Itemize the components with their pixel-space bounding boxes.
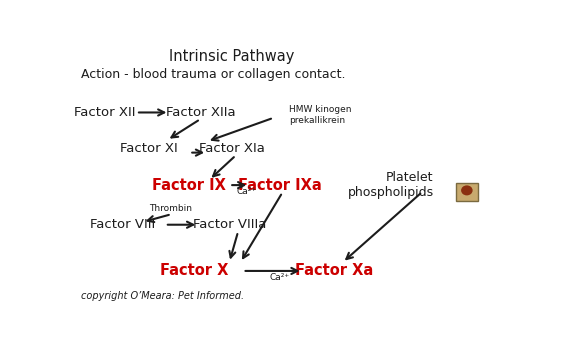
Text: Platelet
phospholipids: Platelet phospholipids <box>347 171 434 199</box>
Text: Factor Xa: Factor Xa <box>295 263 373 279</box>
Text: Thrombin: Thrombin <box>150 204 193 213</box>
Text: Factor VIII: Factor VIII <box>90 218 155 231</box>
Text: Ca²⁺: Ca²⁺ <box>237 187 257 196</box>
Text: HMW kinogen
prekallikrein: HMW kinogen prekallikrein <box>289 105 352 125</box>
Text: Ca²⁺: Ca²⁺ <box>269 273 289 282</box>
Text: Factor XII: Factor XII <box>74 106 136 119</box>
Text: Factor IX: Factor IX <box>152 178 226 193</box>
Text: Intrinsic Pathway: Intrinsic Pathway <box>169 49 294 64</box>
Text: Factor XI: Factor XI <box>120 142 178 155</box>
Text: Factor IXa: Factor IXa <box>238 178 322 193</box>
Text: copyright O’Meara: Pet Informed.: copyright O’Meara: Pet Informed. <box>80 291 244 300</box>
Ellipse shape <box>461 185 473 196</box>
Text: Factor VIIIa: Factor VIIIa <box>193 218 266 231</box>
Text: Factor XIa: Factor XIa <box>199 142 264 155</box>
FancyBboxPatch shape <box>456 183 477 201</box>
Text: Action - blood trauma or collagen contact.: Action - blood trauma or collagen contac… <box>80 68 345 81</box>
Text: Factor X: Factor X <box>159 263 228 279</box>
Text: Factor XIIa: Factor XIIa <box>166 106 236 119</box>
